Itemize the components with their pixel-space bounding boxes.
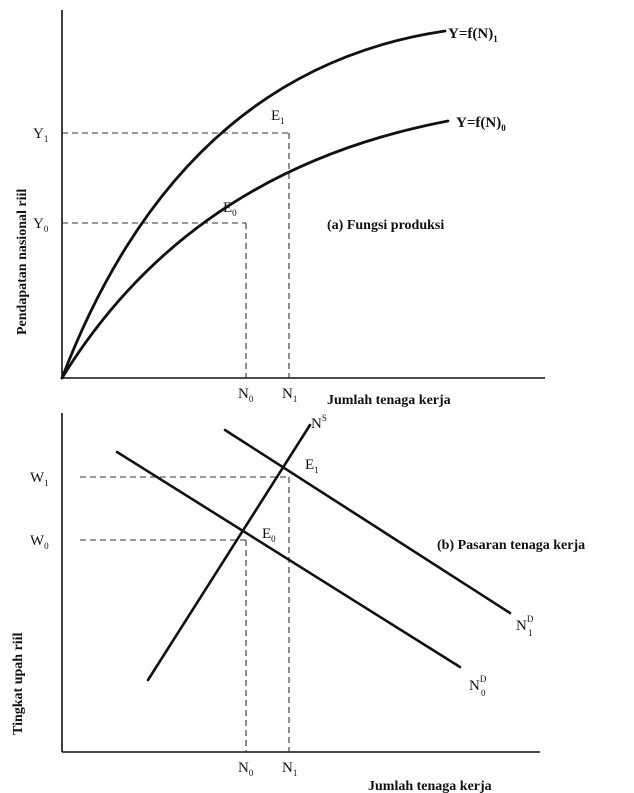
panel-a-x-tick-n0: N0: [238, 386, 254, 404]
panel-a-y-tick-y1: Y1: [33, 126, 48, 144]
panel-b-x-axis-label: Jumlah tenaga kerja: [368, 779, 492, 793]
panel-b-point-e1-label: E1: [305, 457, 319, 475]
panel-b-demand-line-0: [115, 450, 462, 669]
panel-a-production-function: Y=f(N)1 Y=f(N)0 E1 E0 Y1 Y0 N0 N1 Jumlah…: [15, 10, 545, 408]
panel-b-demand-line-1: [223, 428, 512, 615]
panel-b-y-tick-w0: W0: [30, 533, 49, 551]
panel-a-x-tick-n1: N1: [282, 386, 297, 404]
panel-b-y-axis-label: Tingkat upah riil: [11, 632, 26, 735]
panel-a-point-e1-label: E1: [271, 108, 285, 126]
panel-b-supply-line: [146, 423, 312, 682]
panel-b-supply-label: NS: [311, 413, 327, 432]
panel-a-curve-lower-label: Y=f(N)0: [456, 115, 506, 133]
panel-a-point-e0-label: E0: [223, 200, 237, 218]
panel-b-y-tick-w1: W1: [30, 470, 49, 488]
panel-b-point-e0-label: E0: [262, 526, 276, 544]
panel-a-y-axis-label: Pendapatan nasional riil: [15, 189, 30, 335]
panel-a-title: (a) Fungsi produksi: [327, 218, 444, 233]
panel-b-demand-upper-label: ND 1: [516, 614, 534, 638]
panel-b-demand-lower-label: ND 0: [469, 674, 487, 698]
panel-b-x-tick-n0: N0: [238, 760, 254, 778]
panel-a-y-tick-y0: Y0: [33, 216, 49, 234]
panel-b-title: (b) Pasaran tenaga kerja: [437, 538, 585, 553]
panel-b-labour-market: NS ND 1 ND 0 E1 E0 W1 W0 N0 N1 Jumlah tena…: [11, 413, 585, 793]
panel-a-curve-upper: [60, 29, 447, 380]
panel-a-curve-upper-label: Y=f(N)1: [448, 26, 498, 44]
panel-a-curve-lower: [60, 119, 450, 380]
panel-a-x-axis-label: Jumlah tenaga kerja: [327, 393, 451, 408]
panel-b-x-tick-n1: N1: [282, 760, 297, 778]
